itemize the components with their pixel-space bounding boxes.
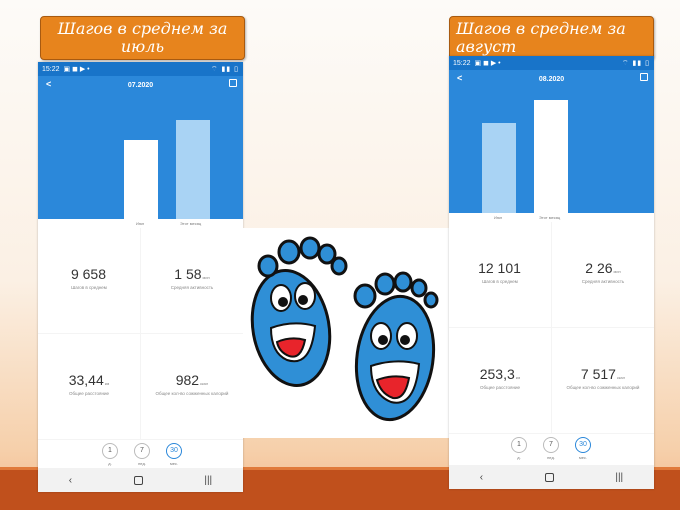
share-icon[interactable]: [640, 73, 648, 81]
stat-value: 1 58мин: [174, 266, 210, 282]
stat-label: Шагов в среднем: [482, 279, 518, 284]
phone-screenshot-july: 15:22 ▣ ◼ ▶ • ⌔ ▮▮ ▯ < 07.2020 Июл Этот …: [38, 62, 243, 492]
app-bar: < 07.2020: [38, 76, 243, 94]
axis-label-current: Этот месяц: [539, 215, 561, 220]
period-month-button[interactable]: 30 мес.: [573, 437, 593, 460]
chart-bar-prev-month: [482, 123, 516, 213]
status-time: 15:22: [42, 65, 60, 73]
stat-avg-activity: 2 26мин Средняя активность: [552, 222, 654, 327]
stat-avg-steps: 9 658 Шагов в среднем: [38, 228, 140, 333]
stat-label: Общее расстояние: [69, 391, 109, 396]
stat-value: 7 517ккал: [580, 366, 626, 382]
status-bar: 15:22 ▣ ◼ ▶ • ⌔ ▮▮ ▯: [38, 62, 243, 76]
stat-total-calories: 982ккал Общее кол-во сожженных калорий: [141, 334, 243, 439]
caption-august: Шагов в среднем за август: [449, 16, 654, 60]
nav-home-icon[interactable]: [544, 472, 554, 482]
cartoon-feet-icon: [250, 236, 439, 422]
nav-back-icon[interactable]: ‹: [68, 474, 73, 486]
period-selector: 1 д. 7 нед. 30 мес.: [38, 440, 243, 472]
axis-label-prev: Июл: [494, 215, 503, 220]
monthly-chart: [38, 94, 243, 219]
stat-value: 12 101: [478, 260, 521, 276]
axis-label-current: Этот месяц: [180, 221, 202, 226]
nav-back-icon[interactable]: ‹: [479, 471, 484, 483]
nav-recents-icon[interactable]: |||: [204, 474, 213, 486]
stats-grid: 12 101 Шагов в среднем 2 26мин Средняя а…: [449, 222, 654, 434]
chart-bar-this-month: [534, 100, 568, 213]
axis-label-prev: Июл: [136, 221, 145, 226]
stat-value: 9 658: [70, 266, 107, 282]
status-time: 15:22: [453, 59, 471, 67]
stat-label: Шагов в среднем: [71, 285, 107, 290]
chart-bar-prev-month: [124, 140, 158, 219]
month-title: 08.2020: [538, 75, 565, 83]
period-week-button[interactable]: 7 нед.: [541, 437, 561, 460]
chart-axis-labels: Июл Этот месяц: [449, 213, 654, 222]
period-day-button[interactable]: 1 д.: [509, 437, 529, 460]
notification-icons: ▣ ◼ ▶ •: [63, 66, 90, 73]
notification-icons: ▣ ◼ ▶ •: [474, 60, 501, 67]
phone-screenshot-august: 15:22 ▣ ◼ ▶ • ⌔ ▮▮ ▯ < 08.2020 Июл Этот …: [449, 56, 654, 489]
feet-illustration: [243, 228, 449, 438]
stat-value: 33,44км: [68, 372, 110, 388]
stat-value: 253,3км: [479, 366, 521, 382]
stat-value: 982ккал: [175, 372, 209, 388]
back-arrow-icon[interactable]: <: [46, 79, 52, 89]
stat-label: Общее кол-во сожженных калорий: [155, 391, 229, 396]
stat-label: Средняя активность: [170, 285, 214, 290]
period-selector: 1 д. 7 нед. 30 мес.: [449, 434, 654, 466]
stat-avg-steps: 12 101 Шагов в среднем: [449, 222, 551, 327]
monthly-chart: [449, 88, 654, 213]
stat-total-calories: 7 517ккал Общее кол-во сожженных калорий: [552, 328, 654, 433]
android-nav-bar: ‹ |||: [449, 465, 654, 489]
back-arrow-icon[interactable]: <: [457, 73, 463, 83]
month-title: 07.2020: [127, 81, 154, 89]
chart-axis-labels: Июл Этот месяц: [38, 219, 243, 228]
stat-total-distance: 253,3км Общее расстояние: [449, 328, 551, 433]
period-month-button[interactable]: 30 мес.: [164, 443, 184, 466]
nav-recents-icon[interactable]: |||: [615, 471, 624, 483]
chart-bar-this-month: [176, 120, 210, 219]
app-bar: < 08.2020: [449, 70, 654, 88]
stat-avg-activity: 1 58мин Средняя активность: [141, 228, 243, 333]
stat-label: Общее расстояние: [480, 385, 520, 390]
stats-grid: 9 658 Шагов в среднем 1 58мин Средняя ак…: [38, 228, 243, 440]
signal-battery-icon: ⌔ ▮▮ ▯: [210, 65, 239, 73]
stat-label: Общее кол-во сожженных калорий: [566, 385, 640, 390]
stat-label: Средняя активность: [581, 279, 625, 284]
share-icon[interactable]: [229, 79, 237, 87]
stat-value: 2 26мин: [585, 260, 621, 276]
caption-july: Шагов в среднем за июль: [40, 16, 245, 60]
stat-total-distance: 33,44км Общее расстояние: [38, 334, 140, 439]
signal-battery-icon: ⌔ ▮▮ ▯: [621, 59, 650, 67]
period-week-button[interactable]: 7 нед.: [132, 443, 152, 466]
status-bar: 15:22 ▣ ◼ ▶ • ⌔ ▮▮ ▯: [449, 56, 654, 70]
period-day-button[interactable]: 1 д.: [100, 443, 120, 466]
footer-line: [0, 467, 680, 470]
nav-home-icon[interactable]: [133, 475, 143, 485]
android-nav-bar: ‹ |||: [38, 468, 243, 492]
